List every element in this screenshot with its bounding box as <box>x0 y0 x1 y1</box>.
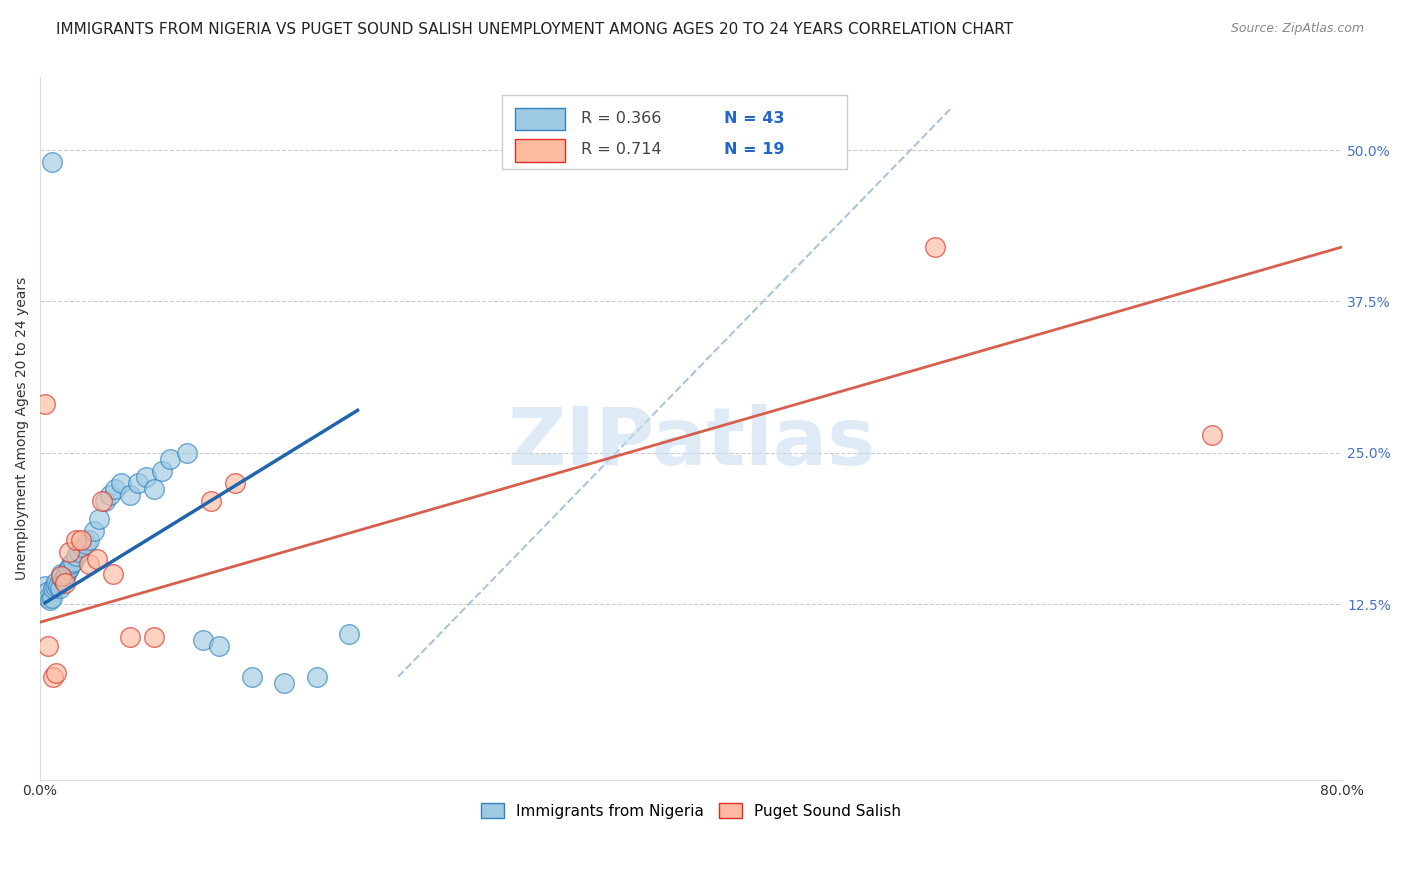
Point <box>58 545 80 559</box>
Point <box>37 591 59 605</box>
Point <box>55 566 77 581</box>
Point <box>143 482 166 496</box>
Point <box>104 482 127 496</box>
Point <box>34 397 56 411</box>
Point <box>46 579 69 593</box>
Legend: Immigrants from Nigeria, Puget Sound Salish: Immigrants from Nigeria, Puget Sound Sal… <box>475 797 907 824</box>
Point <box>51 569 73 583</box>
Point <box>41 591 63 605</box>
FancyBboxPatch shape <box>516 139 565 161</box>
Point <box>41 155 63 169</box>
FancyBboxPatch shape <box>516 108 565 130</box>
Text: ZIPatlas: ZIPatlas <box>508 403 876 482</box>
Text: N = 19: N = 19 <box>724 142 785 157</box>
Point <box>83 524 105 539</box>
Point <box>52 573 75 587</box>
Point <box>53 576 76 591</box>
Point <box>91 494 114 508</box>
Text: N = 43: N = 43 <box>724 111 785 126</box>
Text: Source: ZipAtlas.com: Source: ZipAtlas.com <box>1230 22 1364 36</box>
Point <box>110 475 132 490</box>
Text: R = 0.366: R = 0.366 <box>581 111 661 126</box>
Point <box>62 555 84 569</box>
Point <box>224 475 246 490</box>
Point <box>58 560 80 574</box>
Point <box>118 630 141 644</box>
Point <box>191 633 214 648</box>
Point <box>150 464 173 478</box>
Point <box>200 494 222 508</box>
Point <box>60 557 83 571</box>
Point <box>53 569 76 583</box>
Point <box>103 566 125 581</box>
Point <box>208 640 231 654</box>
Point <box>48 582 70 596</box>
Point <box>69 533 91 547</box>
Point <box>273 675 295 690</box>
Point <box>65 533 87 547</box>
Point <box>72 540 94 554</box>
Point <box>42 670 65 684</box>
Point <box>51 566 73 581</box>
Text: R = 0.714: R = 0.714 <box>581 142 661 157</box>
Point <box>240 670 263 684</box>
Point <box>924 240 946 254</box>
Point <box>44 579 66 593</box>
Point <box>42 582 65 596</box>
Point <box>135 470 157 484</box>
Point <box>56 563 79 577</box>
Point <box>127 475 149 490</box>
Point <box>34 579 56 593</box>
Point <box>67 545 90 559</box>
Point <box>176 446 198 460</box>
Point <box>75 536 97 550</box>
Point <box>87 512 110 526</box>
Point <box>337 627 360 641</box>
Point <box>77 533 100 547</box>
Point <box>86 552 108 566</box>
Point <box>37 640 59 654</box>
Point <box>143 630 166 644</box>
Point <box>305 670 328 684</box>
Point <box>159 451 181 466</box>
Point <box>94 494 117 508</box>
Point <box>45 575 67 590</box>
Y-axis label: Unemployment Among Ages 20 to 24 years: Unemployment Among Ages 20 to 24 years <box>15 277 30 580</box>
Text: IMMIGRANTS FROM NIGERIA VS PUGET SOUND SALISH UNEMPLOYMENT AMONG AGES 20 TO 24 Y: IMMIGRANTS FROM NIGERIA VS PUGET SOUND S… <box>56 22 1014 37</box>
Point <box>118 488 141 502</box>
Point <box>1201 427 1223 442</box>
Point <box>77 557 100 571</box>
Point <box>65 549 87 563</box>
Point <box>45 666 67 681</box>
Point <box>38 593 60 607</box>
Point <box>35 585 58 599</box>
Point <box>98 488 121 502</box>
FancyBboxPatch shape <box>502 95 848 169</box>
